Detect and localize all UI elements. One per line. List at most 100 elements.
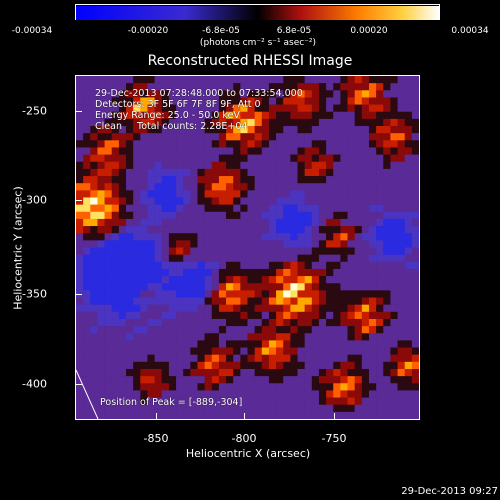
image-pixel [276,326,284,334]
image-pixel [326,126,334,134]
image-pixel [376,190,384,198]
image-pixel [340,126,348,134]
image-pixel [340,204,348,213]
image-pixel [333,397,341,406]
image-pixel [218,176,227,184]
image-pixel [204,111,213,120]
image-pixel [411,226,419,234]
image-pixel [383,390,391,398]
image-pixel [383,254,391,263]
image-pixel [118,97,127,105]
image-pixel [76,126,84,134]
annotation-time-range: 29-Dec-2013 07:28:48.000 to 07:33:54.000 [95,88,303,99]
image-pixel [218,154,227,163]
image-pixel [83,383,91,391]
image-pixel [304,133,313,141]
image-pixel [118,290,127,298]
image-pixel [318,218,327,227]
image-pixel [161,297,170,305]
image-pixel [104,211,113,220]
image-pixel [340,290,348,298]
image-pixel [183,347,191,355]
image-pixel [83,404,91,413]
image-pixel [411,404,419,413]
image-pixel [104,190,113,198]
image-pixel [268,183,277,191]
image-pixel [83,104,91,113]
image-pixel [211,318,220,327]
image-pixel [97,354,105,363]
image-pixel [190,404,198,413]
image-pixel [340,133,348,141]
image-pixel [218,190,227,198]
image-pixel [161,154,170,163]
image-pixel [154,383,163,391]
image-pixel [211,340,220,348]
image-pixel [326,354,334,363]
colorbar-unit-label: (photons cm⁻² s⁻¹ asec⁻²) [199,38,317,48]
image-pixel [133,168,141,177]
image-pixel [118,283,127,291]
image-pixel [118,247,127,255]
image-pixel [297,176,305,184]
image-pixel [268,261,277,270]
image-pixel [233,340,241,348]
image-pixel [347,376,355,384]
image-pixel [247,161,255,170]
image-pixel [183,104,191,113]
image-pixel [276,90,284,98]
image-pixel [340,411,348,419]
image-pixel [404,147,413,155]
image-pixel [226,368,234,377]
image-pixel [254,261,263,270]
image-pixel [247,254,255,263]
image-pixel [261,97,270,105]
image-pixel [304,226,313,234]
image-pixel [304,354,313,363]
image-pixel [368,390,377,398]
image-pixel [290,347,298,355]
image-pixel [311,83,320,91]
image-pixel [261,297,270,305]
image-pixel [197,154,205,163]
image-pixel [347,111,355,120]
image-pixel [361,340,370,348]
image-pixel [354,290,363,298]
image-pixel [326,226,334,234]
image-pixel [176,190,184,198]
image-pixel [190,176,198,184]
image-pixel [318,397,327,406]
image-pixel [276,204,284,213]
image-pixel [261,404,270,413]
image-pixel [276,176,284,184]
image-pixel [311,97,320,105]
image-pixel [118,147,127,155]
image-pixel [390,104,398,113]
image-pixel [340,311,348,320]
image-pixel [276,83,284,91]
image-pixel [176,411,184,419]
image-pixel [147,197,155,205]
image-pixel [97,133,105,141]
image-pixel [333,147,341,155]
image-pixel [276,254,284,263]
image-pixel [218,354,227,363]
image-pixel [176,247,184,255]
image-pixel [297,276,305,284]
image-pixel [290,304,298,313]
image-pixel [126,190,134,198]
image-pixel [226,126,234,134]
image-pixel [311,168,320,177]
image-pixel [204,290,213,298]
image-pixel [247,154,255,163]
image-pixel [311,283,320,291]
image-pixel [204,354,213,363]
image-pixel [133,376,141,384]
image-pixel [218,276,227,284]
image-pixel [333,126,341,134]
image-pixel [304,318,313,327]
image-pixel [254,168,263,177]
image-pixel [240,290,248,298]
image-pixel [204,376,213,384]
image-pixel [283,140,291,148]
